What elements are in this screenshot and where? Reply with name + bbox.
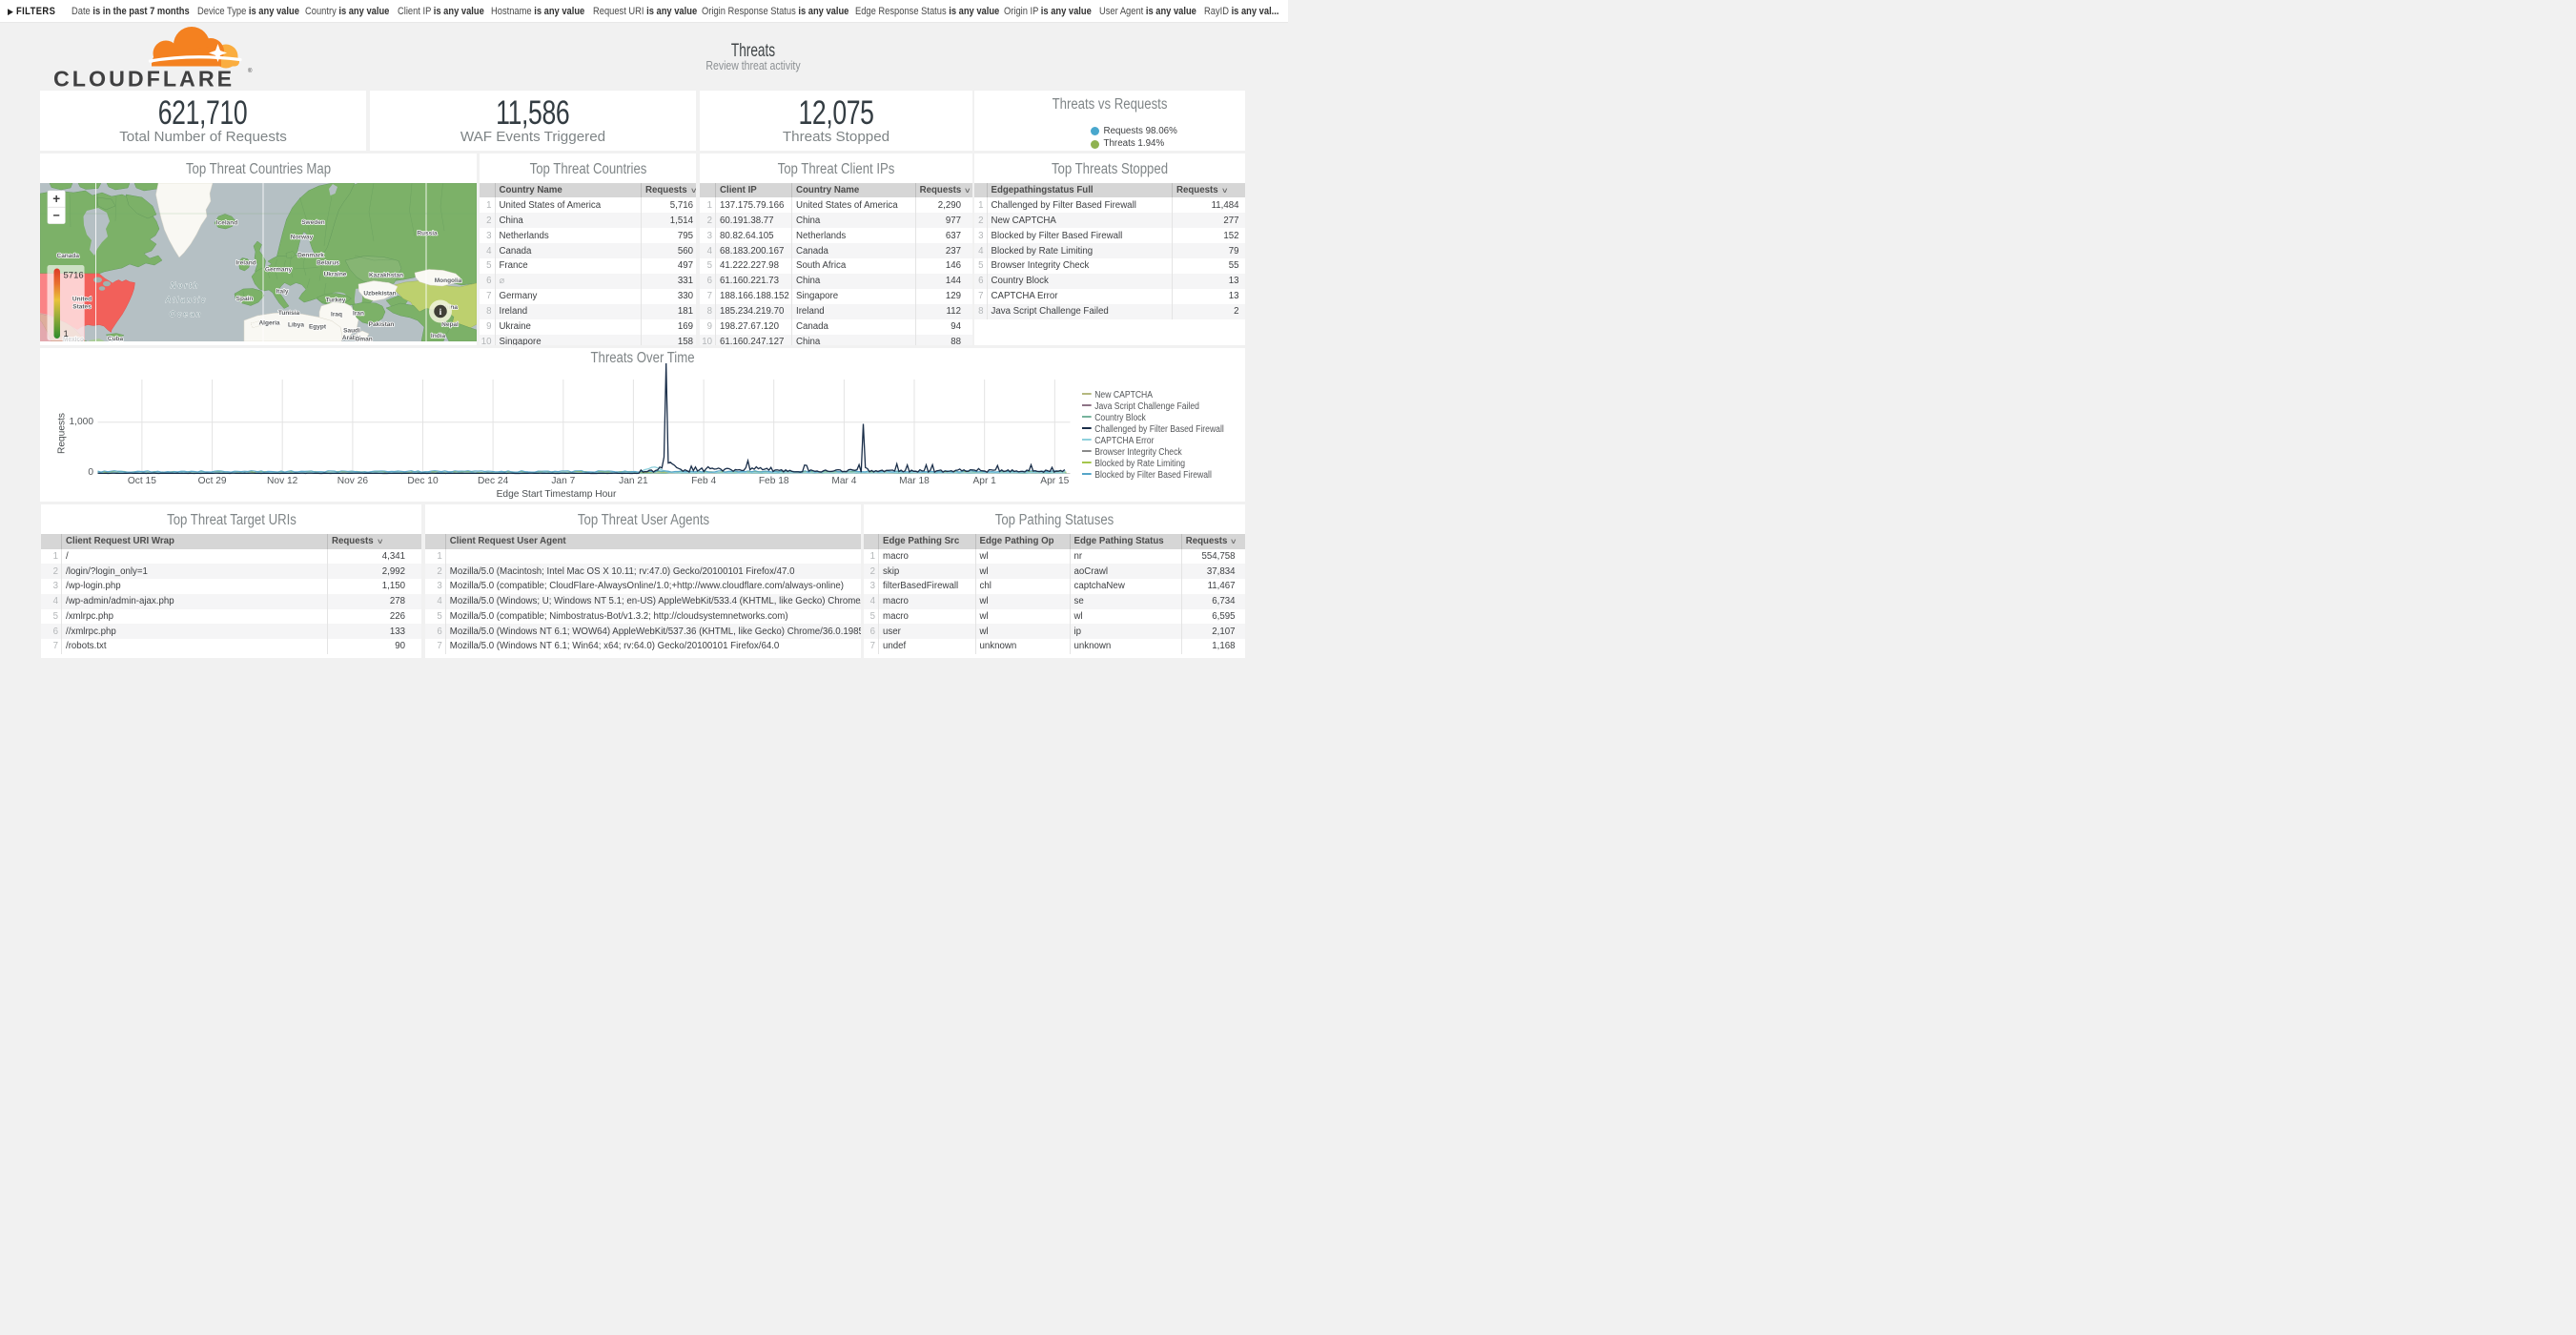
svg-text:Turkey: Turkey [326, 298, 346, 304]
svg-text:Mongolia: Mongolia [435, 277, 462, 284]
svg-text:A t l a n t i c: A t l a n t i c [165, 296, 206, 304]
svg-text:Russia: Russia [417, 231, 438, 237]
svg-text:Iraq: Iraq [331, 312, 342, 318]
svg-text:CLOUDFLARE: CLOUDFLARE [53, 67, 235, 90]
svg-text:®: ® [248, 68, 253, 74]
svg-text:Algeria: Algeria [258, 320, 279, 327]
svg-text:Arabia: Arabia [342, 335, 362, 341]
svg-text:Italy: Italy [276, 289, 288, 296]
svg-text:Tunisia: Tunisia [278, 310, 300, 317]
svg-text:Iceland: Iceland [216, 220, 237, 227]
svg-text:United: United [72, 297, 92, 303]
svg-text:5716: 5716 [64, 271, 84, 281]
svg-text:Belarus: Belarus [317, 260, 339, 267]
svg-text:Norway: Norway [291, 235, 314, 241]
svg-text:Oman: Oman [355, 337, 372, 342]
svg-text:N o r t h: N o r t h [171, 281, 198, 290]
svg-text:Uzbekistan: Uzbekistan [363, 291, 396, 298]
svg-text:Kazakhstan: Kazakhstan [369, 273, 403, 279]
svg-text:Libya: Libya [288, 322, 304, 329]
svg-text:i: i [440, 308, 442, 318]
svg-text:Iran: Iran [353, 311, 364, 318]
svg-text:Germany: Germany [265, 267, 293, 274]
svg-text:O c e a n: O c e a n [170, 310, 201, 318]
svg-text:Ireland: Ireland [235, 260, 256, 267]
svg-text:Egypt: Egypt [309, 324, 327, 331]
svg-text:Spain: Spain [236, 296, 254, 302]
svg-text:Pakistan: Pakistan [369, 321, 395, 328]
svg-text:−: − [52, 209, 59, 222]
svg-text:India: India [431, 333, 446, 339]
svg-text:+: + [52, 192, 60, 206]
svg-text:Sweden: Sweden [301, 219, 325, 226]
svg-text:1: 1 [64, 329, 69, 339]
svg-text:Canada: Canada [57, 253, 80, 259]
svg-text:Ukraine: Ukraine [324, 272, 347, 278]
svg-text:Cuba: Cuba [108, 336, 124, 341]
svg-text:States: States [72, 304, 92, 311]
svg-text:Denmark: Denmark [297, 253, 324, 259]
svg-text:Nepal: Nepal [441, 321, 459, 328]
svg-text:Saudi: Saudi [343, 328, 360, 335]
